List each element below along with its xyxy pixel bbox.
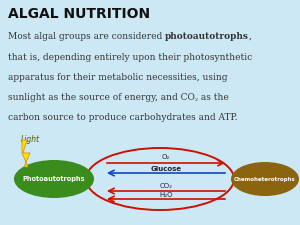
Text: photoautotrophs: photoautotrophs: [165, 32, 249, 41]
Text: ,: ,: [249, 32, 252, 41]
Text: H₂O: H₂O: [159, 192, 173, 198]
Text: Photoautotrophs: Photoautotrophs: [23, 176, 85, 182]
Text: ₂: ₂: [195, 95, 198, 103]
Text: carbon source to produce carbohydrates and ATP.: carbon source to produce carbohydrates a…: [8, 113, 238, 122]
Text: that is, depending entirely upon their photosynthetic: that is, depending entirely upon their p…: [8, 53, 252, 62]
Text: Light: Light: [20, 135, 40, 144]
Text: sunlight as the source of energy, and CO: sunlight as the source of energy, and CO: [8, 93, 195, 102]
Text: as the: as the: [198, 93, 229, 102]
Ellipse shape: [231, 162, 299, 196]
Text: Most algal groups are considered: Most algal groups are considered: [8, 32, 165, 41]
Text: CO₂: CO₂: [160, 183, 172, 189]
Text: Chemoheterotrophs: Chemoheterotrophs: [234, 176, 296, 182]
Text: apparatus for their metabolic necessities, using: apparatus for their metabolic necessitie…: [8, 73, 227, 82]
Text: Glucose: Glucose: [150, 166, 182, 172]
Polygon shape: [22, 140, 30, 167]
Text: O₂: O₂: [162, 154, 170, 160]
Text: ALGAL NUTRITION: ALGAL NUTRITION: [8, 7, 150, 21]
Ellipse shape: [14, 160, 94, 198]
